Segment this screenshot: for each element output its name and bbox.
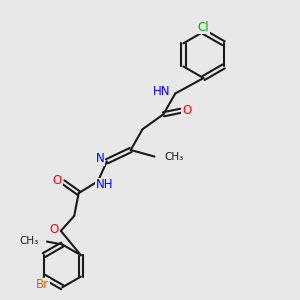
- Text: HN: HN: [152, 85, 170, 98]
- Text: N: N: [96, 152, 105, 165]
- Text: CH₃: CH₃: [165, 152, 184, 162]
- Text: O: O: [49, 223, 58, 236]
- Text: CH₃: CH₃: [19, 236, 38, 246]
- Text: Br: Br: [36, 278, 49, 291]
- Text: Cl: Cl: [198, 21, 209, 34]
- Text: O: O: [182, 104, 191, 117]
- Text: O: O: [52, 174, 62, 187]
- Text: NH: NH: [96, 178, 113, 191]
